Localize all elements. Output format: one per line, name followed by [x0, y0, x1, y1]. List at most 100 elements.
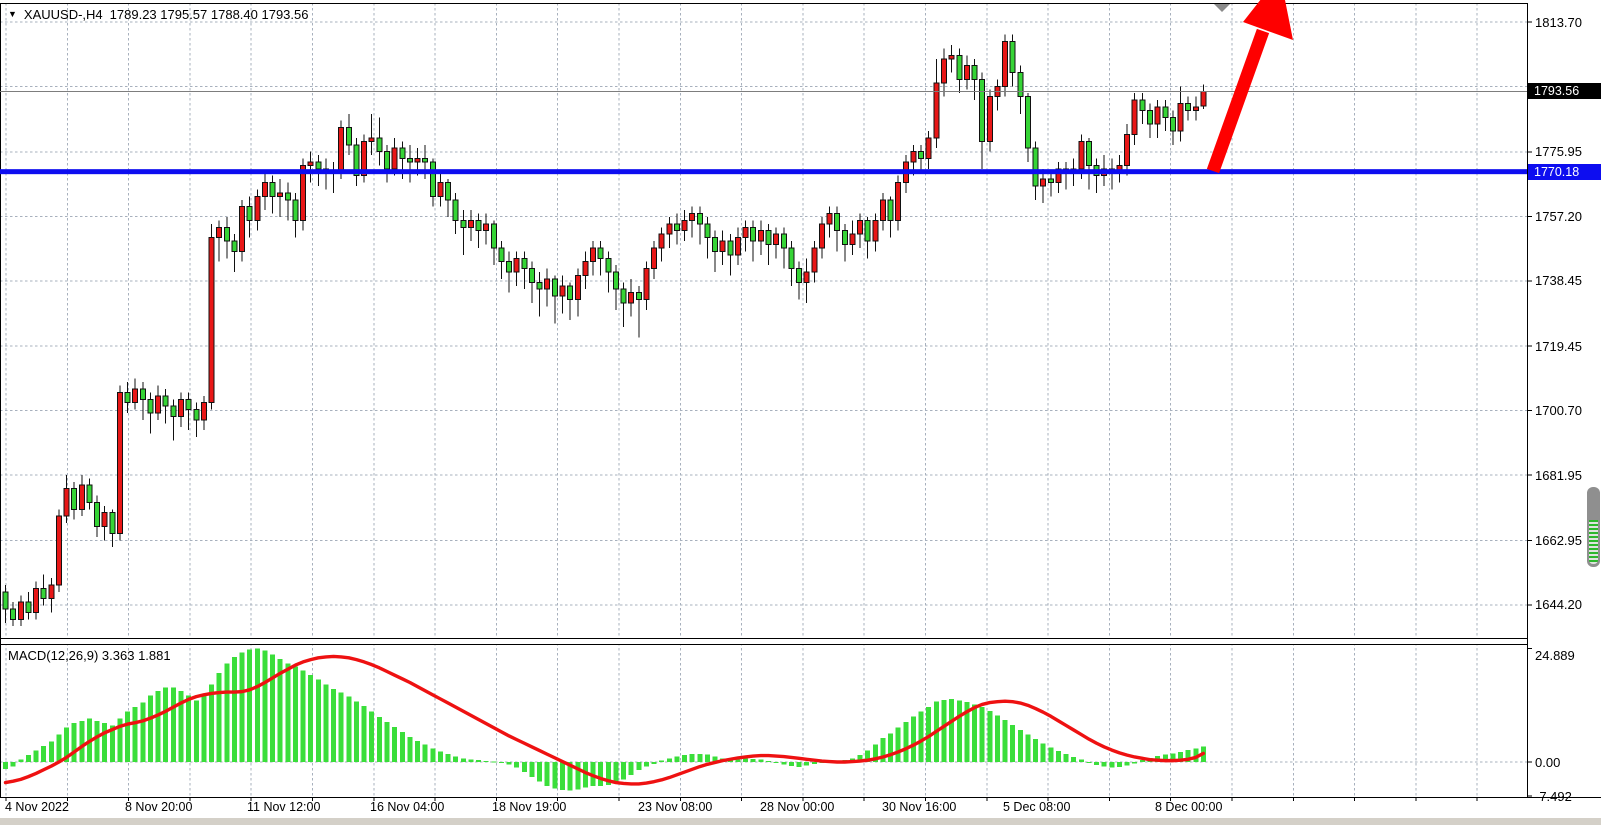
bear-candle-body — [25, 601, 32, 613]
macd-signal-line — [3, 654, 1206, 786]
bid-price-badge: 1793.56 — [1528, 83, 1601, 100]
macd-histogram-bar — [384, 721, 390, 762]
bear-candle-body — [1085, 140, 1092, 166]
bull-candle-body — [78, 484, 85, 510]
bear-candle-body — [445, 182, 452, 201]
macd-histogram-bar — [292, 666, 298, 762]
macd-histogram-bar — [857, 755, 863, 762]
macd-histogram-bar — [1010, 724, 1016, 762]
macd-histogram-bar — [1193, 748, 1199, 762]
macd-histogram-bar — [1048, 747, 1054, 762]
macd-histogram-bar — [437, 751, 443, 762]
bull-candle-body — [818, 223, 825, 249]
bull-candle-body — [933, 82, 940, 139]
chart-shift-marker-icon[interactable] — [1214, 4, 1230, 12]
date-axis-label: 11 Nov 12:00 — [247, 800, 321, 814]
bear-candle-body — [429, 161, 436, 197]
macd-histogram-bar — [552, 762, 558, 789]
bear-candle-body — [170, 405, 177, 417]
bull-candle-body — [574, 274, 581, 301]
macd-histogram-bar — [1116, 762, 1122, 768]
bear-candle-body — [10, 608, 17, 620]
bear-candle-body — [918, 151, 925, 160]
macd-histogram-bar — [338, 692, 344, 762]
trend-arrow-shaft[interactable] — [1206, 28, 1270, 174]
macd-histogram-bar — [949, 698, 955, 762]
macd-histogram-bar — [1040, 743, 1046, 762]
bear-candle-body — [315, 161, 322, 170]
bull-candle-body — [879, 199, 886, 221]
time-axis[interactable] — [0, 798, 1527, 818]
bull-candle-body — [544, 278, 551, 290]
bear-candle-body — [780, 233, 787, 249]
bear-candle-body — [345, 127, 352, 146]
bear-candle-body — [1017, 72, 1024, 98]
bear-candle-body — [384, 151, 390, 170]
macd-histogram-bar — [598, 762, 604, 786]
macd-histogram-bar — [613, 762, 619, 784]
macd-histogram-bar — [18, 759, 24, 762]
bear-candle-body — [162, 395, 169, 407]
macd-histogram-bar — [56, 734, 62, 762]
bull-candle-body — [742, 226, 749, 239]
macd-histogram-bar — [94, 720, 100, 762]
bear-candle-body — [620, 288, 627, 304]
bull-candle-body — [895, 182, 902, 221]
macd-histogram-bar — [895, 727, 901, 762]
macd-histogram-bar — [1124, 762, 1130, 766]
macd-histogram-bar — [1055, 751, 1061, 762]
price-axis-label: 1813.70 — [1535, 14, 1582, 30]
bull-candle-body — [254, 195, 261, 221]
symbol-dropdown-icon[interactable]: ▼ — [8, 9, 17, 19]
macd-histogram-bar — [773, 762, 779, 763]
price-axis-label: 1644.20 — [1535, 597, 1582, 613]
bull-candle-body — [857, 219, 864, 235]
bear-candle-body — [124, 391, 131, 404]
bull-candle-body — [681, 219, 688, 232]
macd-histogram-bar — [1132, 762, 1138, 764]
bear-candle-body — [712, 237, 719, 252]
bear-candle-body — [71, 488, 78, 510]
bear-candle-body — [94, 501, 101, 528]
macd-histogram-bar — [323, 684, 329, 762]
macd-histogram-bar — [399, 731, 405, 762]
macd-histogram-bar — [666, 758, 672, 762]
price-axis[interactable] — [1528, 0, 1601, 797]
macd-histogram-bar — [285, 663, 291, 762]
bull-candle-body — [1177, 103, 1184, 132]
macd-histogram-bar — [209, 684, 215, 762]
bear-candle-body — [353, 144, 360, 177]
bull-candle-body — [948, 54, 955, 60]
support-resistance-line[interactable] — [0, 169, 1527, 175]
bull-candle-body — [925, 137, 932, 160]
date-axis-label: 8 Dec 00:00 — [1155, 800, 1223, 814]
macd-histogram-bar — [498, 762, 504, 763]
bull-candle-body — [582, 261, 589, 276]
trend-arrow-head[interactable] — [1243, 0, 1293, 40]
macd-histogram-bar — [582, 762, 588, 788]
bull-candle-body — [116, 391, 123, 534]
bear-candle-body — [475, 219, 482, 232]
bull-candle-body — [48, 584, 55, 600]
macd-histogram-bar — [41, 746, 47, 762]
price-axis-label: 1775.95 — [1535, 144, 1582, 160]
bear-candle-body — [109, 512, 116, 534]
scrollbar-thumb[interactable] — [1587, 487, 1600, 567]
macd-histogram-bar — [1025, 734, 1031, 762]
macd-histogram-bar — [308, 675, 314, 762]
bear-candle-body — [1185, 103, 1192, 111]
macd-histogram-bar — [254, 648, 260, 762]
macd-histogram-bar — [346, 696, 352, 762]
macd-histogram-bar — [1063, 754, 1069, 762]
macd-histogram-bar — [781, 762, 787, 765]
bull-candle-body — [773, 233, 780, 246]
macd-histogram-bar — [621, 762, 627, 780]
bear-candle-body — [406, 158, 413, 163]
macd-histogram-bar — [262, 650, 268, 762]
bull-candle-body — [17, 601, 24, 620]
macd-histogram-bar — [689, 754, 695, 762]
bear-candle-body — [490, 223, 497, 249]
macd-histogram-bar — [1101, 762, 1107, 767]
